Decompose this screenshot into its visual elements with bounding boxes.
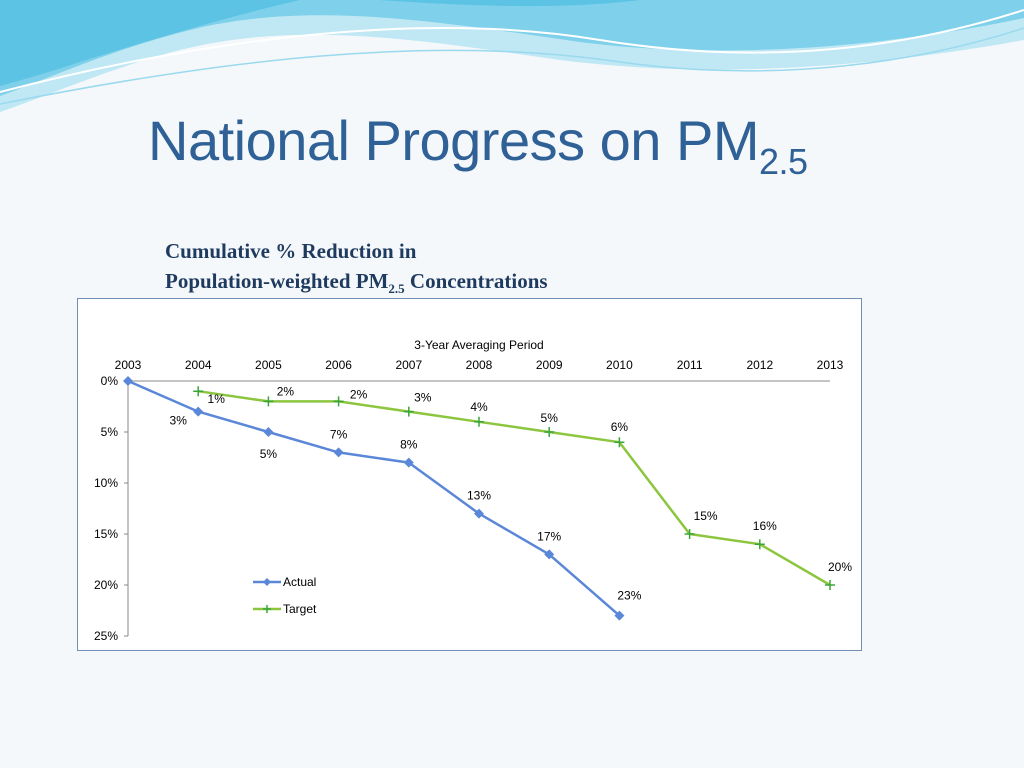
data-point-actual: [333, 447, 344, 458]
data-label-target: 20%: [828, 560, 852, 574]
data-label-target: 5%: [541, 411, 559, 425]
data-point-actual: [263, 427, 274, 437]
chart-heading-line2-end: Concentrations: [404, 269, 548, 293]
x-tick-label: 2009: [536, 358, 563, 372]
data-label-actual: 13%: [467, 489, 491, 503]
data-point-target: [474, 416, 484, 427]
line-chart: 3-Year Averaging Period 2003 2004 2005 2006 2…: [94, 338, 852, 643]
y-tick-label: 25%: [94, 629, 118, 643]
data-label-target: 1%: [208, 392, 226, 406]
y-tick-label: 0%: [101, 374, 119, 388]
legend-marker: [263, 605, 271, 613]
legend-marker: [263, 578, 271, 586]
x-tick-label: 2010: [606, 358, 633, 372]
slide-title: National Progress on PM2.5: [148, 108, 808, 182]
data-point-actual: [123, 376, 133, 386]
data-point-target: [263, 396, 274, 407]
data-point-actual: [474, 508, 484, 519]
slide-title-text: National Progress on PM: [148, 109, 760, 172]
data-point-actual: [544, 549, 555, 560]
chart-container: 3-Year Averaging Period 2003 2004 2005 2006 2…: [77, 298, 862, 651]
y-tick-label: 20%: [94, 578, 118, 592]
data-label-target: 15%: [694, 509, 718, 523]
data-point-target: [544, 427, 555, 437]
x-tick-label: 2006: [325, 358, 352, 372]
data-label-target: 2%: [350, 387, 368, 401]
x-tick-label: 2013: [817, 358, 844, 372]
data-label-target: 3%: [414, 391, 432, 405]
data-point-target: [754, 539, 765, 550]
series-line-actual: [127, 379, 621, 617]
x-tick-label: 2011: [677, 358, 703, 372]
chart-heading: Cumulative % Reduction in Population-wei…: [165, 236, 548, 299]
legend-label: Target: [283, 602, 317, 616]
data-label-target: 6%: [611, 420, 629, 434]
data-point-target: [684, 529, 695, 539]
data-label-actual: 3%: [170, 414, 188, 428]
data-point-actual: [614, 610, 625, 621]
x-tick-label: 2003: [115, 358, 142, 372]
y-tick-label: 10%: [94, 476, 118, 490]
data-point-target: [333, 396, 344, 407]
data-point-actual: [403, 457, 414, 468]
header-wave-decoration: [0, 0, 1024, 112]
data-label-target: 2%: [277, 384, 295, 398]
data-label-actual: 7%: [330, 427, 348, 441]
x-tick-label: 2007: [395, 358, 422, 372]
data-label-actual: 23%: [617, 589, 641, 603]
y-tick-label: 15%: [94, 527, 118, 541]
data-point-target: [193, 386, 204, 397]
data-label-actual: 8%: [400, 438, 418, 452]
data-point-actual: [193, 406, 204, 417]
chart-heading-line2-subscript: 2.5: [388, 281, 405, 296]
x-tick-label: 2004: [185, 358, 212, 372]
chart-heading-line1: Cumulative % Reduction in: [165, 239, 417, 263]
data-label-target: 4%: [470, 400, 488, 414]
legend-label: Actual: [283, 575, 316, 589]
y-tick-label: 5%: [101, 425, 119, 439]
chart-heading-line2-start: Population-weighted PM: [165, 269, 389, 293]
data-label-target: 16%: [753, 519, 777, 533]
x-tick-label: 2005: [255, 358, 282, 372]
x-axis-title: 3-Year Averaging Period: [414, 338, 543, 352]
data-label-actual: 17%: [537, 529, 561, 543]
chart-heading-line2: Population-weighted PM2.5 Concentrations: [165, 266, 548, 299]
x-tick-label: 2008: [466, 358, 493, 372]
data-point-target: [403, 406, 414, 417]
x-tick-label: 2012: [746, 358, 773, 372]
slide-title-subscript: 2.5: [759, 141, 808, 182]
data-point-target: [614, 437, 625, 448]
data-label-actual: 5%: [260, 447, 278, 461]
data-point-target: [825, 580, 835, 590]
series-line-target: [198, 389, 831, 587]
